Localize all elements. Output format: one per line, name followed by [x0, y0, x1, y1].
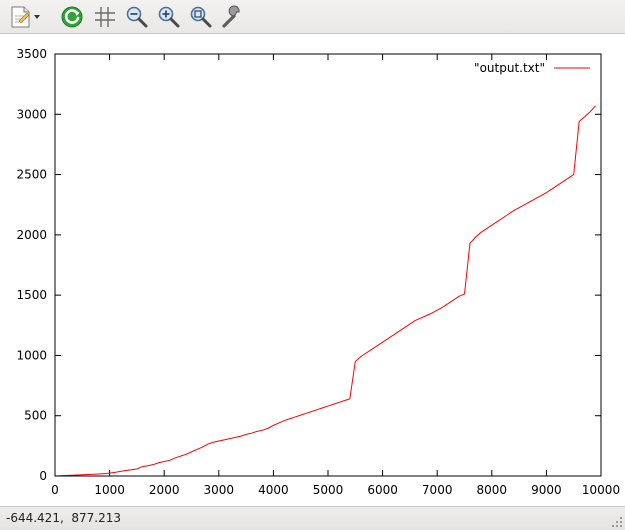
replot-button[interactable]	[58, 4, 86, 30]
y-tick-label: 500	[24, 409, 47, 423]
zoom-fit-icon	[190, 6, 212, 28]
chevron-down-icon	[34, 15, 40, 19]
x-tick-label: 8000	[477, 483, 508, 497]
y-tick-label: 2500	[16, 168, 47, 182]
x-tick-label: 9000	[531, 483, 562, 497]
plot-canvas[interactable]: 0 1000 2000 3000 4000 5000 6000 7000 8000 9000 100…	[0, 34, 625, 506]
y-tick-label: 1500	[16, 288, 47, 302]
y-tick-label: 1000	[16, 348, 47, 362]
coordinate-readout: -644.421, 877.213	[6, 511, 122, 525]
zoom-previous-button[interactable]	[123, 4, 151, 30]
zoom-next-button[interactable]	[155, 4, 183, 30]
export-document-icon	[11, 6, 40, 28]
line-chart: 0 1000 2000 3000 4000 5000 6000 7000 8000 9000 100…	[16, 47, 620, 497]
x-tick-label: 1000	[94, 483, 125, 497]
y-tick-label: 0	[39, 469, 47, 483]
settings-button[interactable]	[219, 4, 247, 30]
zoom-out-icon	[126, 6, 148, 28]
x-tick-label: 3000	[204, 483, 235, 497]
export-button[interactable]	[4, 4, 44, 30]
legend-label: "output.txt"	[474, 61, 545, 75]
series-line	[54, 105, 596, 477]
zoom-in-icon	[158, 6, 180, 28]
wrench-icon	[222, 5, 240, 28]
grid-icon	[95, 7, 115, 27]
x-tick-label: 5000	[313, 483, 344, 497]
y-tick-label: 3500	[16, 47, 47, 61]
x-tick-label: 2000	[149, 483, 180, 497]
y-tick-label: 3000	[16, 107, 47, 121]
x-tick-label: 0	[51, 483, 59, 497]
x-tick-label: 6000	[367, 483, 398, 497]
toolbar	[0, 0, 625, 34]
resize-grip-icon[interactable]	[611, 516, 623, 528]
grid-button[interactable]	[91, 4, 119, 30]
x-tick-label: 10000	[582, 483, 620, 497]
status-bar: -644.421, 877.213	[0, 506, 625, 530]
replot-icon	[61, 6, 83, 28]
x-tick-label: 4000	[258, 483, 289, 497]
autoscale-button[interactable]	[187, 4, 215, 30]
x-tick-label: 7000	[422, 483, 453, 497]
plot-border	[54, 53, 602, 477]
y-tick-label: 2000	[16, 228, 47, 242]
